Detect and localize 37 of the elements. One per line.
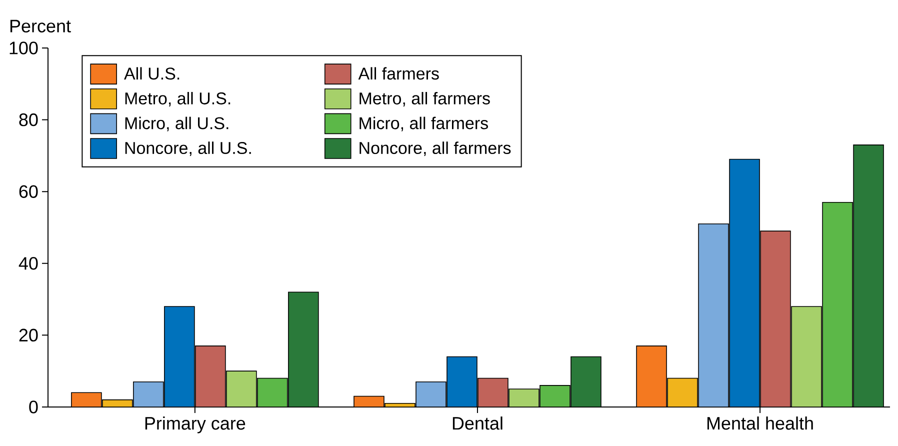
y-tick-label: 40 [18,257,38,270]
bar [478,378,508,407]
y-tick-label: 0 [29,400,38,414]
legend-label: Micro, all U.S. [125,116,228,132]
bar [508,388,540,407]
legend-label: All farmers [358,67,439,80]
bar [416,381,446,407]
bar [698,223,729,407]
x-tick-label: Dental [452,416,502,430]
legend-label: Noncore, all U.S. [125,142,251,156]
y-tick-label: 20 [19,328,38,342]
bar [446,356,478,407]
y-tick-label: 60 [19,185,38,198]
bar [354,396,384,407]
y-tick-label: 100 [10,42,38,54]
bar [636,346,667,407]
bar [195,346,226,407]
bar [791,306,822,407]
bar [667,378,698,407]
bar [760,230,791,407]
bar [853,144,884,407]
y-tick-label: 80 [19,113,38,126]
legend-label: Metro, all farmers [360,92,490,106]
legend-label: Metro, all U.S. [125,92,230,106]
bar [164,306,195,407]
bar [288,292,319,407]
x-tick-label: Primary care [145,416,246,434]
legend-label: All U.S. [124,67,180,80]
bar [729,158,760,407]
legend-label: Micro, all farmers [360,116,488,132]
bar [226,370,257,407]
x-tick-label: Mental health [707,416,813,430]
bar [71,392,102,407]
bar [570,356,602,407]
bar [133,381,164,407]
legend-label: Noncore, all farmers [360,142,511,156]
y-axis-title: Percent [10,20,71,32]
